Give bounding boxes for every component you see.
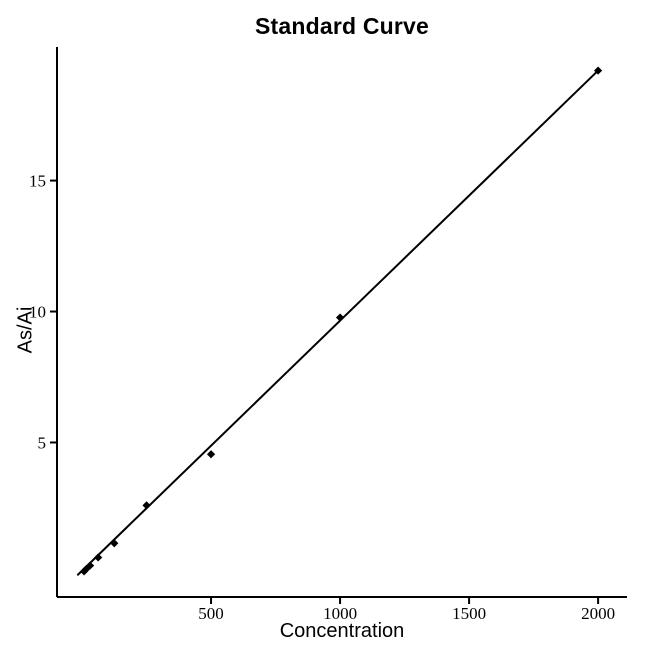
y-axis-label: As/Ai: [14, 306, 37, 354]
data-point: [110, 539, 119, 548]
y-tick-label: 15: [29, 172, 46, 191]
x-axis-label: Concentration: [279, 620, 405, 642]
x-tick-label: 2000: [581, 604, 615, 623]
x-tick-label: 1500: [452, 604, 486, 623]
y-tick-label: 5: [38, 433, 47, 452]
data-point: [593, 66, 603, 75]
x-tick-label: 500: [198, 604, 224, 623]
fit-line: [76, 69, 600, 576]
data-point: [206, 450, 216, 459]
data-point: [85, 561, 95, 570]
data-point: [142, 501, 151, 510]
data-point: [81, 565, 91, 574]
data-point: [94, 553, 103, 562]
chart-title: Standard Curve: [254, 13, 430, 39]
data-point: [335, 313, 345, 322]
x-tick-label: 1000: [323, 604, 357, 623]
y-tick-label: 10: [29, 303, 46, 322]
